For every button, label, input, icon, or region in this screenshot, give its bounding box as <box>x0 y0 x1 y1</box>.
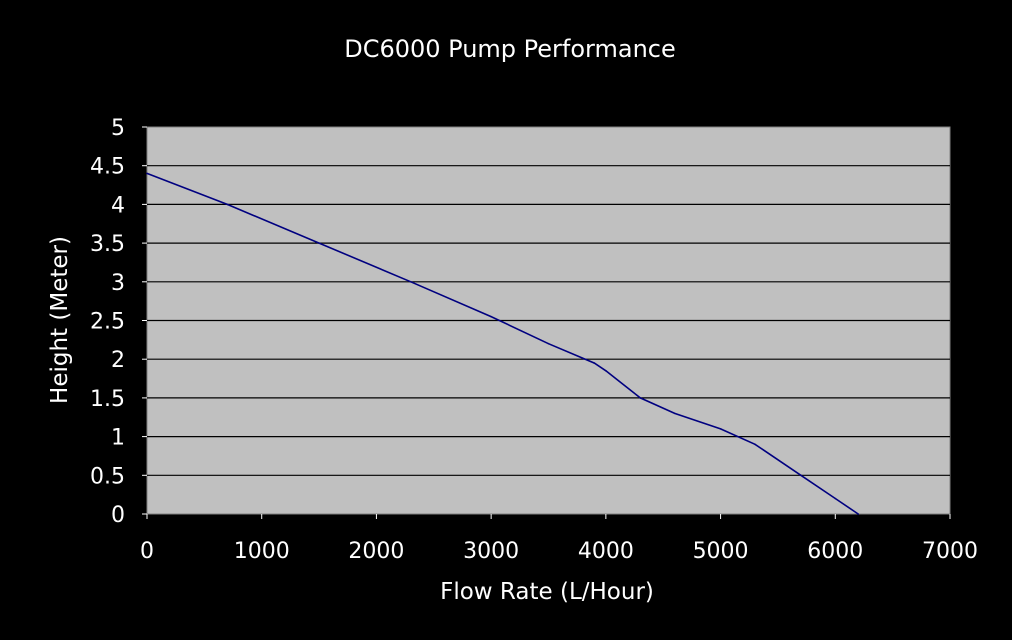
y-tick-label: 3 <box>111 271 125 296</box>
data-point <box>857 513 860 515</box>
x-axis-label: Flow Rate (L/Hour) <box>440 579 654 605</box>
x-tick-label: 7000 <box>922 539 978 564</box>
data-point <box>834 497 837 500</box>
y-tick-label: 3.5 <box>90 232 125 257</box>
y-tick-label: 1 <box>111 426 125 451</box>
y-tick-label: 0 <box>111 503 125 528</box>
y-axis-label: Height (Meter) <box>47 236 73 404</box>
data-point <box>800 474 802 477</box>
x-tick-label: 0 <box>140 539 154 564</box>
data-point <box>146 172 148 175</box>
data-point <box>673 412 676 415</box>
x-axis-ticks: 0 1000 2000 3000 4000 5000 6000 7000 <box>140 514 978 564</box>
data-point <box>719 428 722 430</box>
data-point <box>410 281 412 283</box>
y-tick-label: 2 <box>111 348 125 373</box>
data-point <box>318 242 320 244</box>
grid-lines <box>147 165 950 476</box>
y-tick-label: 4.5 <box>90 155 125 180</box>
x-tick-label: 2000 <box>348 539 404 564</box>
x-tick-label: 1000 <box>234 539 290 564</box>
x-tick-label: 4000 <box>578 539 634 564</box>
data-point <box>547 342 550 345</box>
y-tick-label: 4 <box>111 193 125 218</box>
chart-title: DC6000 Pump Performance <box>344 35 676 63</box>
y-tick-label: 0.5 <box>90 464 125 489</box>
series-group <box>146 172 860 515</box>
x-tick-label: 6000 <box>807 539 863 564</box>
data-point <box>639 397 642 399</box>
data-point <box>490 315 492 318</box>
x-tick-label: 3000 <box>463 539 519 564</box>
y-tick-label: 5 <box>111 116 125 141</box>
x-tick-label: 5000 <box>693 539 749 564</box>
data-point <box>226 203 229 206</box>
y-tick-label: 1.5 <box>90 387 125 412</box>
data-point <box>593 362 596 364</box>
y-tick-label: 2.5 <box>90 310 125 335</box>
data-point <box>754 443 756 446</box>
y-axis-ticks: 0 0.5 1 1.5 2 2.5 3 3.5 4 4.5 5 <box>90 116 147 528</box>
data-point <box>605 370 607 372</box>
